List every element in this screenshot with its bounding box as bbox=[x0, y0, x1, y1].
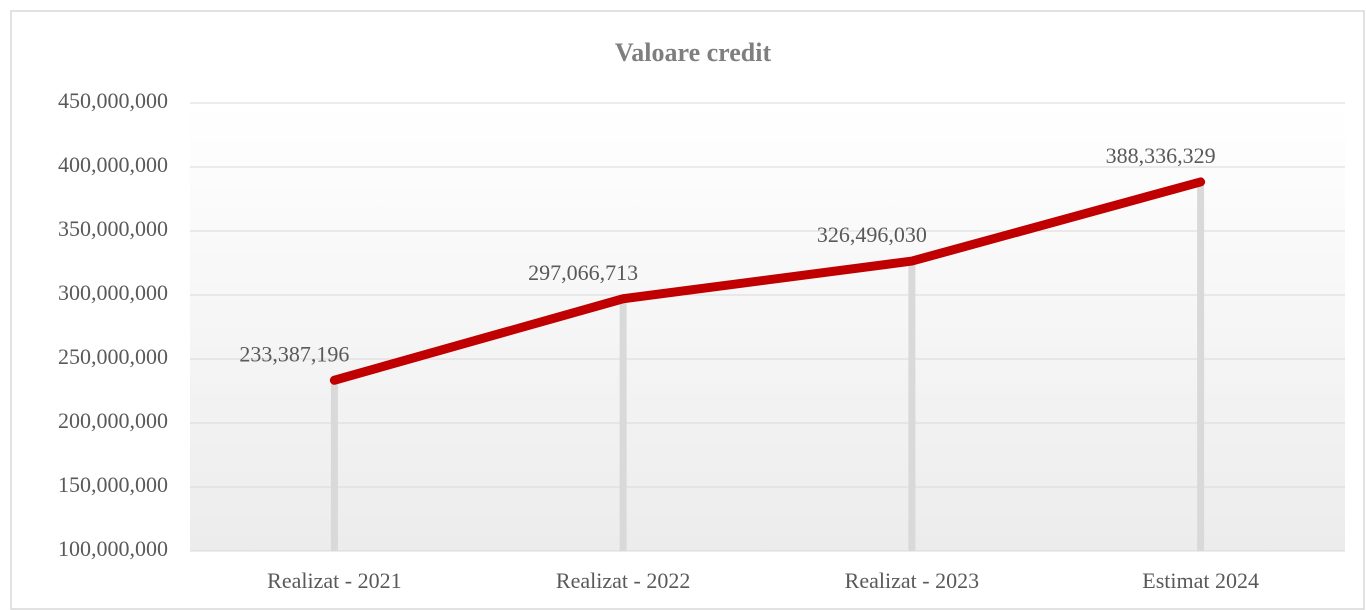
data-label: 297,066,713 bbox=[528, 260, 638, 285]
x-tick-label: Realizat - 2022 bbox=[556, 568, 690, 593]
data-label: 326,496,030 bbox=[817, 222, 927, 247]
chart-title: Valoare credit bbox=[615, 38, 772, 67]
data-label: 388,336,329 bbox=[1106, 143, 1216, 168]
y-tick-label: 100,000,000 bbox=[58, 536, 168, 561]
x-tick-label: Estimat 2024 bbox=[1142, 568, 1259, 593]
plot-area bbox=[190, 103, 1345, 551]
y-tick-label: 350,000,000 bbox=[58, 216, 168, 241]
x-tick-label: Realizat - 2021 bbox=[267, 568, 401, 593]
data-label: 233,387,196 bbox=[239, 341, 349, 366]
y-tick-label: 450,000,000 bbox=[58, 88, 168, 113]
y-tick-label: 150,000,000 bbox=[58, 472, 168, 497]
y-tick-label: 300,000,000 bbox=[58, 280, 168, 305]
x-tick-label: Realizat - 2023 bbox=[845, 568, 979, 593]
y-tick-label: 250,000,000 bbox=[58, 344, 168, 369]
data-line bbox=[329, 177, 1206, 385]
y-tick-label: 200,000,000 bbox=[58, 408, 168, 433]
y-tick-label: 400,000,000 bbox=[58, 152, 168, 177]
